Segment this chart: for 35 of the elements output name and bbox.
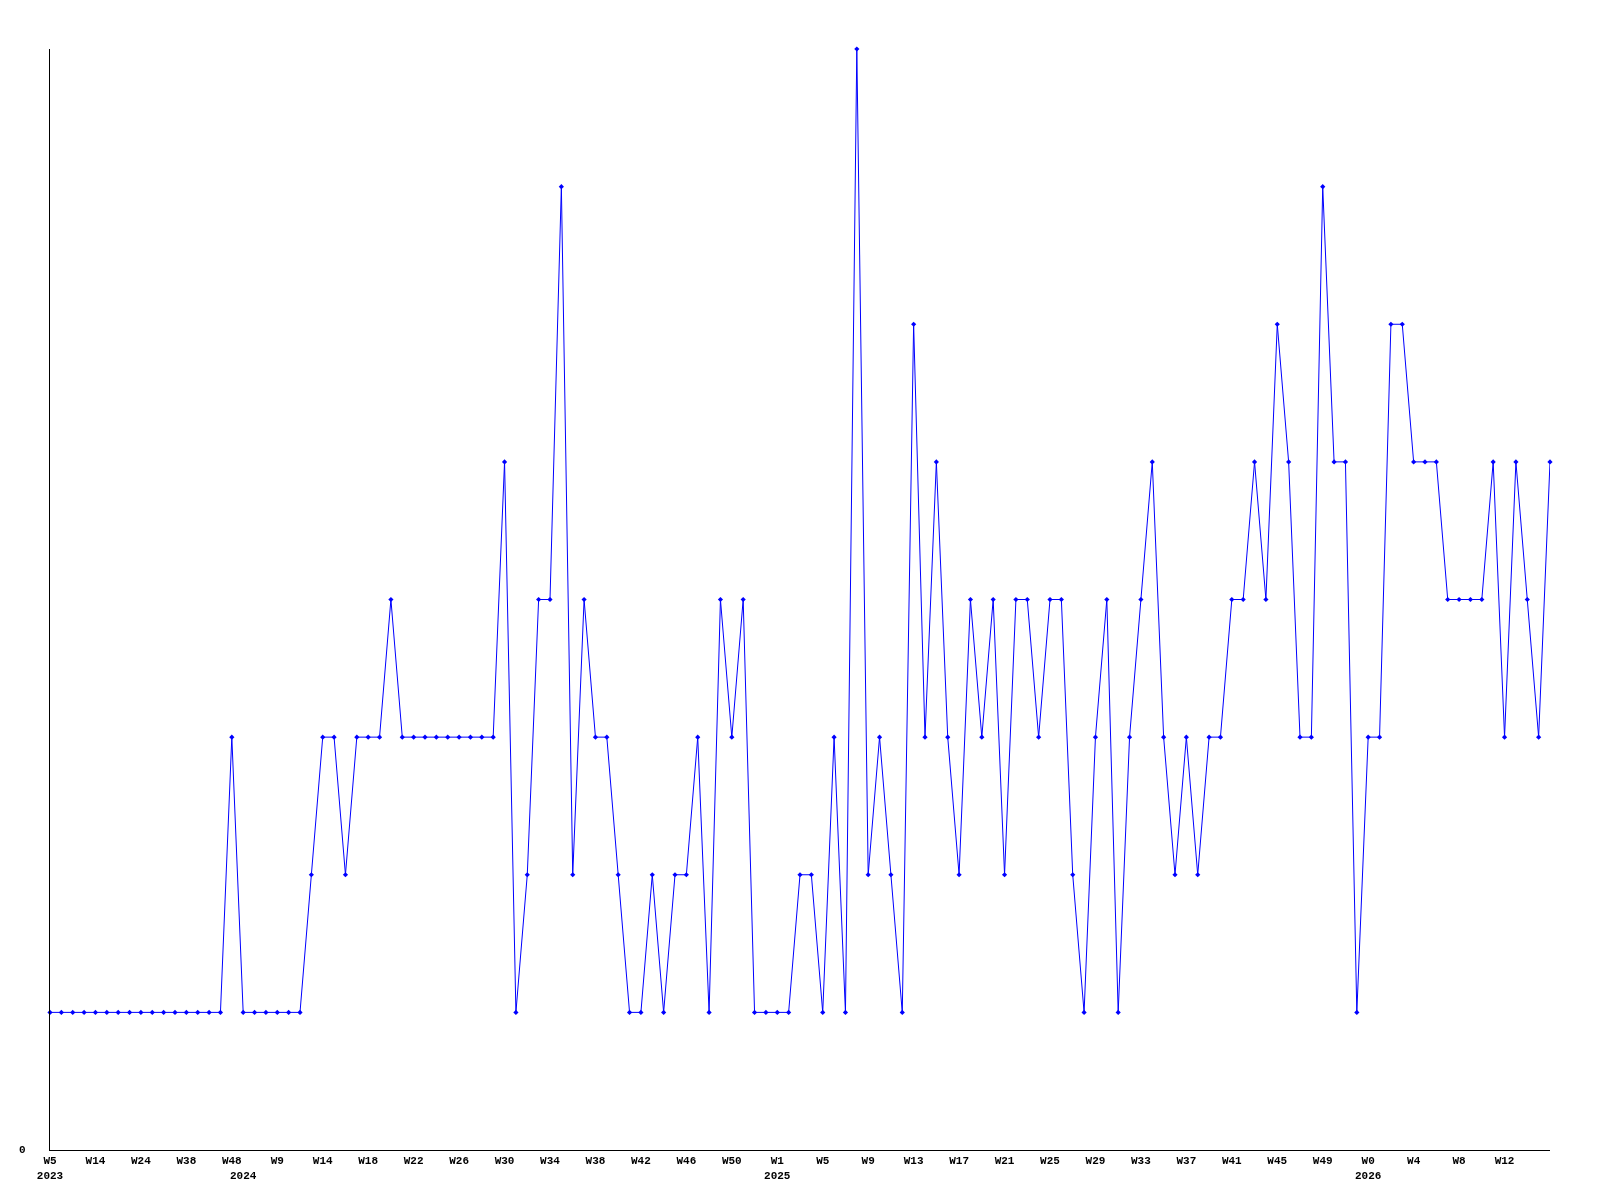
- x-tick-label: W24: [131, 1155, 152, 1168]
- x-tick-label: W25: [1040, 1155, 1061, 1168]
- x-tick-label: W1 2025: [764, 1155, 791, 1182]
- x-tick-label: W5 2023: [36, 1155, 64, 1182]
- x-tick-label: W14: [312, 1155, 334, 1168]
- x-tick-label: W50: [721, 1155, 742, 1168]
- x-tick-label: W9: [861, 1155, 875, 1168]
- x-tick-label: W34: [540, 1155, 561, 1168]
- x-tick-label: 2024: [229, 1169, 257, 1182]
- x-tick-label: W13: [903, 1155, 924, 1168]
- x-tick-label: W38: [585, 1155, 606, 1168]
- x-tick-label: W9: [270, 1155, 284, 1168]
- x-tick-label: W48: [221, 1155, 243, 1168]
- x-tick-label: W45: [1267, 1155, 1288, 1168]
- x-tick-label: W17: [949, 1155, 969, 1168]
- x-tick-label: W42: [631, 1155, 651, 1168]
- x-tick-label: W41: [1221, 1155, 1243, 1168]
- x-tick-label: W22: [403, 1155, 424, 1168]
- x-tick-label: W46: [676, 1155, 697, 1168]
- x-tick-label: W12: [1494, 1155, 1515, 1168]
- x-tick-label: W5: [816, 1155, 830, 1168]
- x-tick-label: W0 2026: [1354, 1155, 1382, 1182]
- x-tick-label: W30: [494, 1155, 515, 1168]
- x-tick-label: W33: [1131, 1155, 1152, 1168]
- x-tick-label: W18: [358, 1155, 379, 1168]
- x-tick-label: W29: [1085, 1155, 1106, 1168]
- x-tick-label: W8: [1452, 1155, 1467, 1168]
- x-tick-label: W37: [1176, 1155, 1197, 1168]
- x-tick-label: W4: [1407, 1155, 1421, 1168]
- x-tick-label: W14: [85, 1155, 106, 1168]
- x-tick-label: W49: [1312, 1155, 1333, 1168]
- text: 0: [19, 1144, 26, 1156]
- x-tick-label: W26: [449, 1155, 469, 1168]
- x-tick-label: W21: [994, 1155, 1015, 1168]
- x-tick-label: W38: [176, 1155, 197, 1168]
